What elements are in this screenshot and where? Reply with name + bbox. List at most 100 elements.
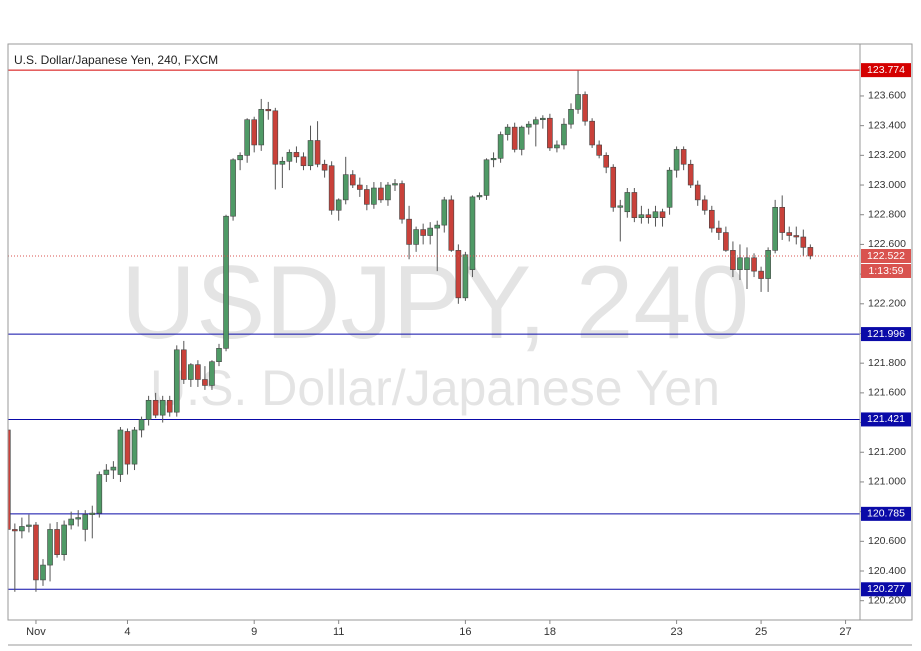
candle-body xyxy=(610,166,617,208)
candle-body xyxy=(540,117,546,121)
countdown-bg xyxy=(861,263,911,278)
x-tick-label: 25 xyxy=(755,626,767,638)
candle-body xyxy=(427,227,434,236)
candle-body xyxy=(19,526,25,532)
candle-body xyxy=(582,94,588,122)
candle-body xyxy=(525,123,532,128)
candle-body xyxy=(652,211,659,218)
last-price-label: 122.522 xyxy=(867,250,905,262)
level-label: 120.785 xyxy=(867,508,905,520)
candle-body xyxy=(286,152,293,162)
candle-body xyxy=(392,183,398,186)
level-label: 121.421 xyxy=(867,413,905,425)
y-tick-label: 122.600 xyxy=(868,238,906,250)
x-tick-label: 27 xyxy=(839,626,851,638)
candle-body xyxy=(638,214,645,218)
y-tick-label: 123.200 xyxy=(868,149,906,161)
x-tick-label: 11 xyxy=(333,626,344,638)
candle-body xyxy=(645,214,652,218)
candle-body xyxy=(216,348,222,362)
x-tick-label: 23 xyxy=(670,626,682,638)
candle-body xyxy=(800,236,807,248)
candle-body xyxy=(631,192,638,218)
candle-body xyxy=(406,218,412,245)
y-tick-label: 122.800 xyxy=(868,209,906,221)
candle-body xyxy=(314,140,321,165)
x-tick-label: 16 xyxy=(459,626,471,638)
candle-body xyxy=(779,206,786,233)
candle-body xyxy=(40,564,46,581)
y-tick-label: 121.000 xyxy=(868,476,906,488)
candle-body xyxy=(659,211,666,218)
candle-body xyxy=(342,174,349,201)
candle-body xyxy=(356,184,363,190)
candle-body xyxy=(708,209,715,229)
candle-body xyxy=(448,199,455,251)
candle-body xyxy=(293,152,300,158)
candle-body xyxy=(385,184,391,201)
candle-body xyxy=(75,517,81,520)
y-tick-label: 123.400 xyxy=(868,119,906,131)
level-label: 123.774 xyxy=(867,64,905,76)
candle-body xyxy=(124,431,131,465)
candle-body xyxy=(399,183,405,220)
countdown-label: 1:13:59 xyxy=(868,265,903,277)
candle-body xyxy=(131,429,138,465)
y-tick-label: 120.400 xyxy=(868,565,906,577)
candle-body xyxy=(701,199,708,211)
candle-body xyxy=(244,119,250,156)
candle-body xyxy=(483,159,490,196)
x-tick-label: 18 xyxy=(544,626,556,638)
candle-body xyxy=(786,232,793,236)
axes: 120.200120.400120.600120.800121.000121.2… xyxy=(26,63,911,638)
level-label: 120.277 xyxy=(867,583,905,595)
x-tick-label: 9 xyxy=(251,626,257,638)
candle-body xyxy=(145,399,152,420)
watermark: USDJPY, 240 xyxy=(121,245,749,361)
candle-body xyxy=(490,158,497,161)
candle-body xyxy=(511,126,518,150)
candle-body xyxy=(568,109,574,125)
candle-body xyxy=(575,94,581,110)
candle-body xyxy=(8,429,11,530)
candle-body xyxy=(603,155,610,168)
candle-body xyxy=(476,195,483,198)
candle-body xyxy=(497,134,504,159)
candle-body xyxy=(251,119,257,146)
candle-body xyxy=(765,250,771,279)
watermark-subtitle: U.S. Dollar/Japanese Yen xyxy=(150,360,720,416)
candle-body xyxy=(413,229,419,245)
candle-body xyxy=(793,235,800,238)
y-tick-label: 122.200 xyxy=(868,298,906,310)
y-tick-label: 120.600 xyxy=(868,535,906,547)
candle-body xyxy=(561,123,567,146)
candle-body xyxy=(321,163,328,171)
plot-area xyxy=(8,69,860,592)
candle-body xyxy=(694,184,701,201)
candle-body xyxy=(328,165,335,211)
price-axis-border xyxy=(859,43,913,621)
candle-body xyxy=(54,529,60,555)
candle-body xyxy=(237,155,243,161)
candle-body xyxy=(758,270,764,279)
candle-body xyxy=(434,224,441,229)
candle-body xyxy=(230,159,236,217)
candle-body xyxy=(737,257,743,270)
y-tick-label: 123.600 xyxy=(868,90,906,102)
candle-body xyxy=(47,529,53,566)
candle-body xyxy=(364,189,370,205)
candle-body xyxy=(307,140,314,167)
y-tick-label: 123.000 xyxy=(868,179,906,191)
candle-body xyxy=(188,364,194,380)
candle-body xyxy=(716,227,722,233)
candle-body xyxy=(159,399,166,416)
candle-body xyxy=(181,349,187,380)
candle-body xyxy=(12,529,18,532)
candle-body xyxy=(554,144,560,149)
candle-body xyxy=(455,250,462,299)
candle-body xyxy=(209,361,215,386)
candle-body xyxy=(504,126,511,135)
candle-body xyxy=(441,199,448,226)
